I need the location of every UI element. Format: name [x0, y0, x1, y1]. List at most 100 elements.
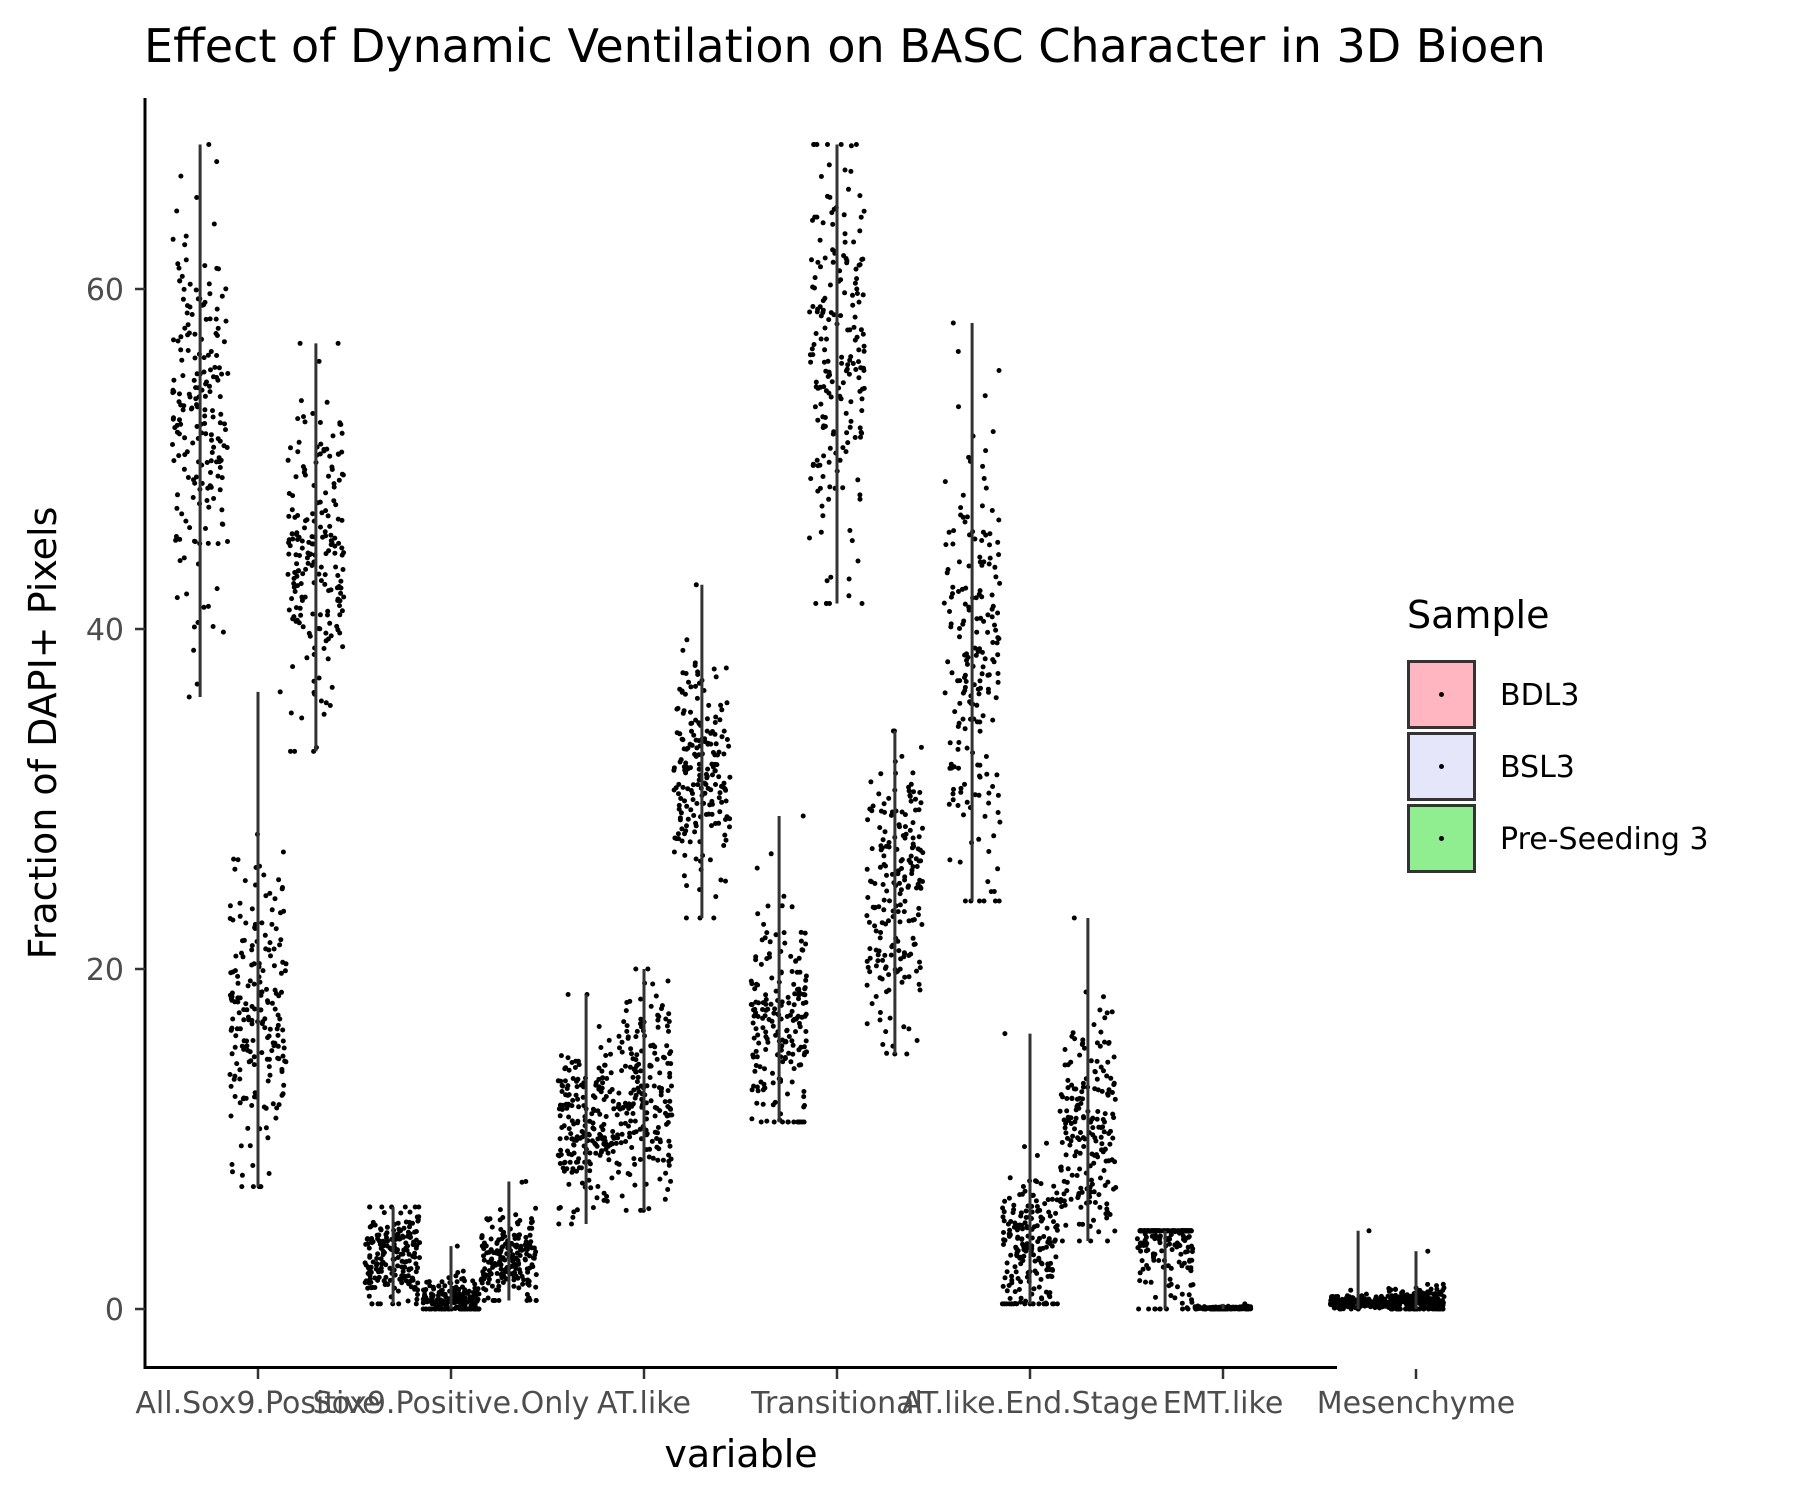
data-point	[718, 702, 724, 708]
data-point	[902, 835, 908, 841]
data-point	[1074, 1173, 1080, 1178]
data-point	[856, 299, 862, 305]
data-point	[1111, 1054, 1117, 1060]
data-point	[840, 445, 846, 451]
data-point	[402, 1264, 408, 1270]
data-point	[1007, 1175, 1013, 1181]
data-point	[574, 1078, 579, 1084]
data-point	[1105, 1179, 1111, 1185]
data-point	[285, 457, 291, 463]
data-point	[244, 1043, 250, 1049]
data-point	[278, 910, 283, 916]
data-point	[1360, 1299, 1366, 1305]
data-point	[435, 1293, 441, 1298]
data-point	[914, 864, 920, 869]
data-point	[481, 1257, 487, 1263]
data-point	[403, 1219, 409, 1225]
data-point	[976, 691, 982, 697]
data-point	[1421, 1306, 1427, 1312]
data-point	[281, 1045, 287, 1051]
data-point	[321, 448, 327, 454]
data-point	[919, 922, 925, 927]
data-point	[786, 1034, 792, 1039]
data-point	[825, 142, 830, 147]
data-point	[606, 1037, 612, 1043]
data-point	[297, 340, 303, 346]
data-point	[289, 531, 295, 537]
data-point	[457, 1303, 463, 1309]
data-point	[864, 866, 870, 872]
data-point	[995, 866, 1001, 872]
data-point	[942, 690, 948, 696]
data-point	[475, 1306, 481, 1312]
data-point	[883, 1029, 889, 1035]
data-point	[271, 946, 277, 952]
data-point	[1377, 1301, 1383, 1307]
data-point	[515, 1275, 521, 1281]
data-point	[1069, 1095, 1075, 1101]
data-point	[992, 622, 997, 628]
data-point	[1176, 1259, 1182, 1265]
data-point	[976, 591, 982, 597]
data-point	[579, 1165, 584, 1171]
data-point	[1102, 1111, 1108, 1117]
data-point	[564, 1105, 570, 1111]
data-point	[851, 324, 857, 330]
data-point	[877, 825, 883, 831]
data-point	[843, 449, 849, 455]
data-point	[298, 581, 304, 587]
data-point	[405, 1243, 410, 1249]
data-point	[487, 1216, 493, 1222]
data-point	[1045, 1197, 1051, 1203]
data-point	[989, 614, 995, 620]
data-point	[335, 627, 341, 633]
data-point	[489, 1224, 495, 1230]
data-point	[681, 708, 687, 714]
data-point	[864, 1021, 870, 1027]
x-axis-title: variable	[664, 1432, 817, 1476]
data-point	[727, 774, 733, 780]
data-point	[1054, 1301, 1060, 1307]
data-point	[516, 1260, 522, 1266]
data-point	[1100, 1149, 1106, 1155]
data-points	[170, 142, 1447, 1312]
data-point	[897, 919, 903, 925]
data-point	[946, 801, 952, 807]
data-point	[1146, 1306, 1152, 1312]
data-point	[269, 1000, 275, 1006]
data-point	[666, 1019, 672, 1024]
data-point	[1428, 1303, 1433, 1309]
data-point	[211, 221, 217, 227]
data-point	[760, 1015, 766, 1021]
data-point	[566, 1181, 572, 1187]
data-point	[1004, 1301, 1010, 1307]
data-point	[239, 1184, 245, 1190]
data-point	[695, 672, 701, 677]
data-point	[492, 1298, 498, 1303]
data-point	[571, 1137, 577, 1143]
data-point	[610, 1149, 616, 1154]
data-point	[286, 513, 292, 519]
data-point	[710, 772, 715, 778]
data-point	[201, 355, 207, 361]
data-point	[1034, 1204, 1040, 1209]
data-point	[594, 1195, 600, 1201]
data-point	[574, 1134, 580, 1140]
data-point	[177, 391, 182, 397]
data-point	[310, 411, 316, 416]
data-point	[579, 1180, 585, 1186]
data-point	[1058, 1164, 1064, 1170]
data-point	[486, 1276, 492, 1282]
data-point	[1185, 1306, 1191, 1312]
data-point	[1058, 1197, 1064, 1202]
data-point	[323, 630, 329, 636]
data-point	[887, 1015, 893, 1021]
data-point	[331, 484, 337, 490]
data-point	[794, 969, 800, 975]
data-point	[711, 915, 717, 921]
y-tick-label: 40	[86, 613, 124, 648]
data-point	[339, 608, 345, 614]
data-point	[807, 309, 813, 315]
data-point	[962, 781, 967, 787]
data-point	[306, 630, 312, 636]
